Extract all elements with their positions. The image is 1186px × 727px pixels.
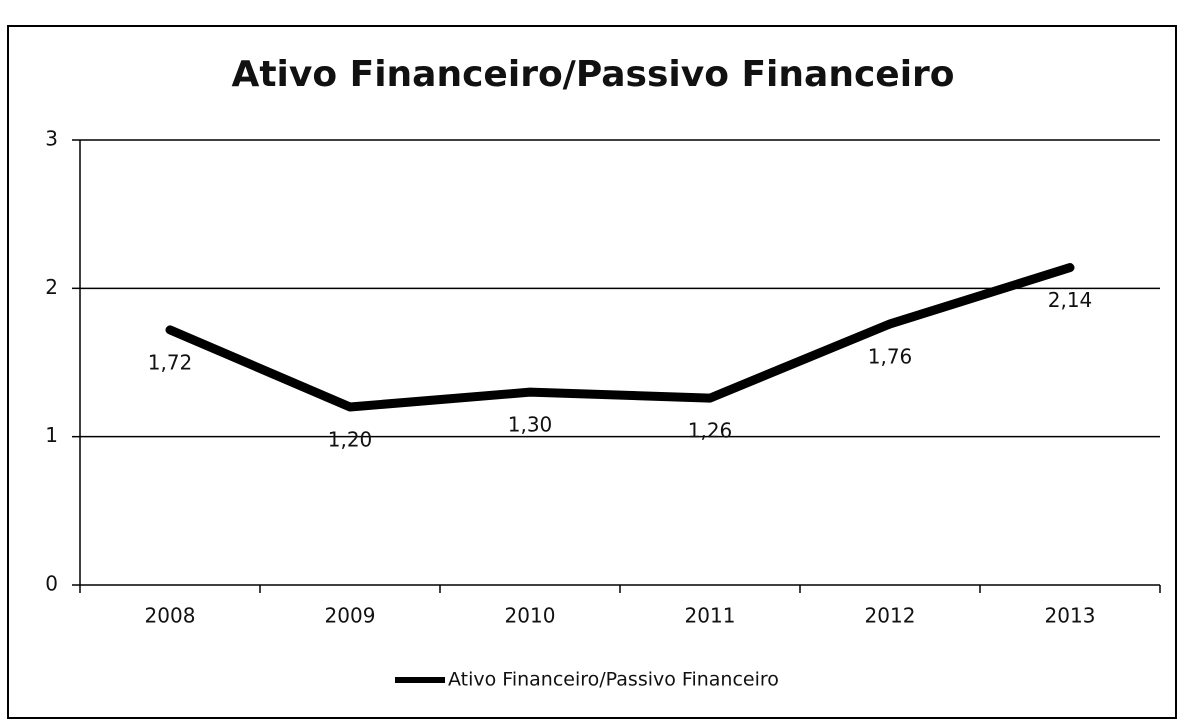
x-tick-label: 2009 bbox=[325, 604, 376, 628]
x-tick-label: 2011 bbox=[685, 604, 736, 628]
y-tick-label: 3 bbox=[45, 127, 58, 151]
value-label: 1,30 bbox=[508, 413, 553, 437]
x-tick-label: 2010 bbox=[505, 604, 556, 628]
y-tick-label: 2 bbox=[45, 275, 58, 299]
value-label: 1,76 bbox=[868, 344, 913, 368]
value-label: 2,14 bbox=[1048, 288, 1093, 312]
legend-label: Ativo Financeiro/Passivo Financeiro bbox=[448, 669, 779, 691]
data-line bbox=[165, 263, 1075, 412]
chart-frame bbox=[7, 25, 1177, 719]
chart-title: Ativo Financeiro/Passivo Financeiro bbox=[231, 54, 954, 95]
x-tick-label: 2013 bbox=[1045, 604, 1096, 628]
x-tick-label: 2012 bbox=[865, 604, 916, 628]
value-label: 1,72 bbox=[148, 350, 193, 374]
value-label: 1,26 bbox=[688, 419, 733, 443]
y-tick-label: 0 bbox=[45, 572, 58, 596]
x-tick-label: 2008 bbox=[145, 604, 196, 628]
value-label: 1,20 bbox=[328, 428, 373, 452]
y-tick-label: 1 bbox=[45, 423, 58, 447]
